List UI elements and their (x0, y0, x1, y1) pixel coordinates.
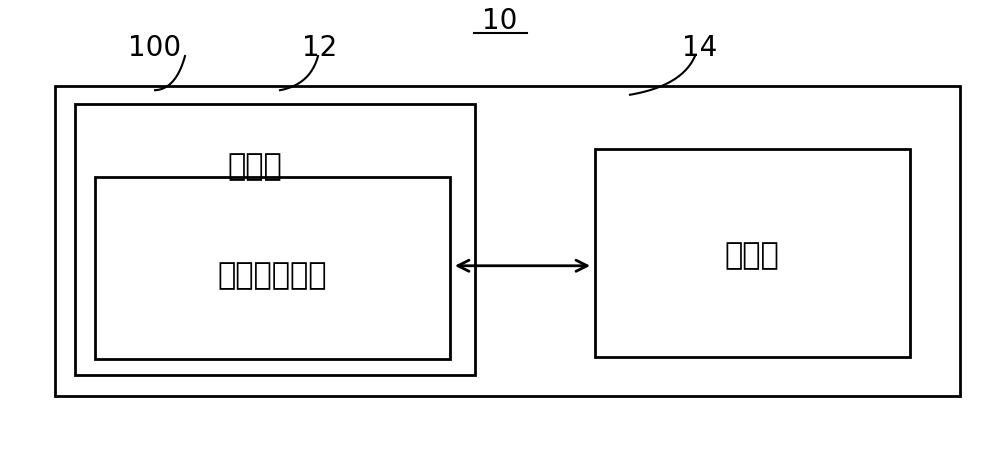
Text: 100: 100 (128, 34, 182, 62)
Text: 参数确定装置: 参数确定装置 (217, 261, 327, 290)
Bar (55, 86, 960, 396)
Bar (595, 150, 910, 357)
Text: 存储器: 存储器 (228, 152, 282, 181)
Text: 14: 14 (682, 34, 718, 62)
Bar (95, 177, 450, 359)
Bar (75, 105, 475, 375)
Text: 处理器: 处理器 (725, 240, 779, 269)
Text: 10: 10 (482, 6, 518, 35)
Text: 12: 12 (302, 34, 338, 62)
